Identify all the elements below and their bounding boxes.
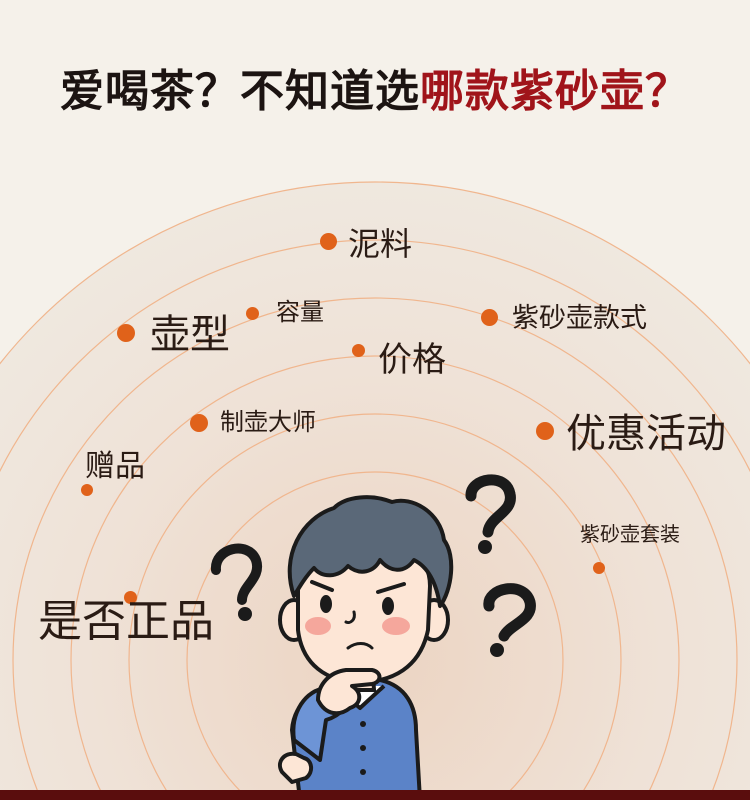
keyword-dot-clay bbox=[320, 233, 337, 250]
keyword-clay: 泥料 bbox=[348, 225, 413, 263]
keyword-set: 紫砂壶套装 bbox=[580, 522, 680, 546]
keyword-dot-authentic bbox=[124, 591, 137, 604]
keyword-shape: 壶型 bbox=[150, 312, 230, 358]
question-mark-dot bbox=[478, 540, 492, 554]
question-mark-icon bbox=[465, 474, 516, 538]
keyword-dot-style bbox=[481, 309, 498, 326]
keyword-price: 价格 bbox=[378, 340, 446, 380]
keyword-dot-master bbox=[190, 414, 208, 432]
keyword-authentic: 是否正品 bbox=[38, 596, 214, 647]
headline-part-1: 爱喝茶？不知道选 bbox=[60, 66, 420, 117]
keyword-dot-price bbox=[352, 344, 365, 357]
keyword-master: 制壶大师 bbox=[220, 408, 316, 436]
question-mark-dot bbox=[490, 643, 504, 657]
keyword-capacity: 容量 bbox=[276, 298, 324, 326]
question-mark-dot bbox=[238, 607, 252, 621]
keyword-promotion: 优惠活动 bbox=[566, 411, 726, 457]
keyword-dot-gift bbox=[81, 484, 93, 496]
question-mark-icon bbox=[483, 583, 536, 642]
keyword-gift: 赠品 bbox=[85, 449, 145, 484]
keyword-dot-capacity bbox=[246, 307, 259, 320]
keyword-dot-shape bbox=[117, 324, 135, 342]
headline: 爱喝茶？不知道选哪款紫砂壶？ bbox=[0, 62, 750, 122]
footer-bar bbox=[0, 790, 750, 800]
keyword-dot-set bbox=[593, 562, 605, 574]
question-mark-icon bbox=[211, 543, 263, 605]
keyword-style: 紫砂壶款式 bbox=[512, 303, 647, 334]
headline-part-2: 哪款紫砂壶？ bbox=[420, 66, 690, 117]
keyword-dot-promotion bbox=[536, 422, 554, 440]
